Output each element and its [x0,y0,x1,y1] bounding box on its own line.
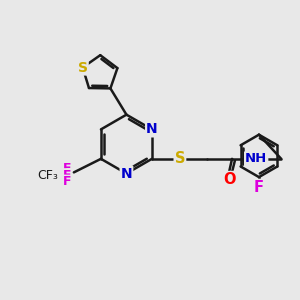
Text: F: F [63,175,71,188]
Text: N: N [146,122,158,136]
Text: N: N [121,167,132,181]
Text: NH: NH [245,152,267,165]
Text: F: F [63,169,71,182]
Text: F: F [63,162,71,175]
Text: CF₃: CF₃ [38,169,58,182]
Text: F: F [254,180,264,195]
Text: O: O [223,172,235,187]
Text: S: S [78,61,88,74]
Text: S: S [175,151,185,166]
